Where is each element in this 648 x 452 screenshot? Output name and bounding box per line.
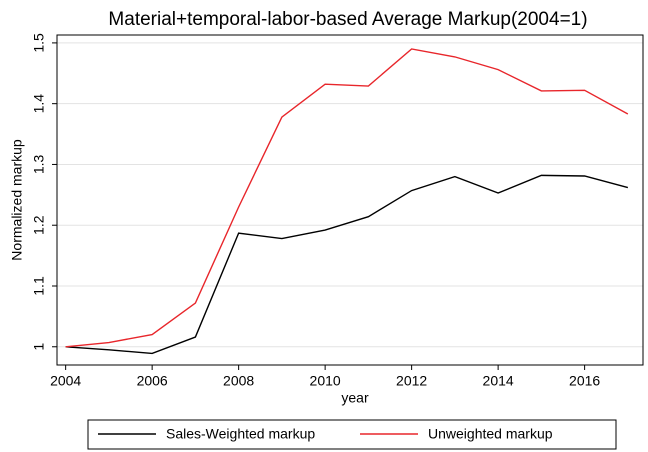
y-tick-label: 1.3 <box>31 155 47 175</box>
y-tick-label: 1.2 <box>31 215 47 235</box>
y-tick-label: 1.4 <box>31 94 47 114</box>
legend-label: Sales-Weighted markup <box>166 426 315 442</box>
y-tick-label: 1 <box>31 343 47 351</box>
y-tick-label: 1.1 <box>31 276 47 296</box>
x-tick-label: 2006 <box>137 373 168 389</box>
x-tick-label: 2010 <box>310 373 341 389</box>
x-tick-label: 2008 <box>223 373 254 389</box>
legend-box <box>87 419 617 450</box>
plot-frame <box>56 34 644 366</box>
chart-title: Material+temporal-labor-based Average Ma… <box>108 9 587 30</box>
x-tick-label: 2004 <box>50 373 81 389</box>
x-axis-label: year <box>341 390 369 406</box>
legend-label: Unweighted markup <box>428 426 553 442</box>
x-tick-label: 2016 <box>569 373 600 389</box>
data-line <box>65 48 629 348</box>
x-tick-label: 2012 <box>396 373 427 389</box>
y-tick-label: 1.5 <box>31 33 47 53</box>
x-tick-label: 2014 <box>483 373 514 389</box>
data-line <box>65 174 629 355</box>
y-axis-label: Normalized markup <box>9 139 25 261</box>
